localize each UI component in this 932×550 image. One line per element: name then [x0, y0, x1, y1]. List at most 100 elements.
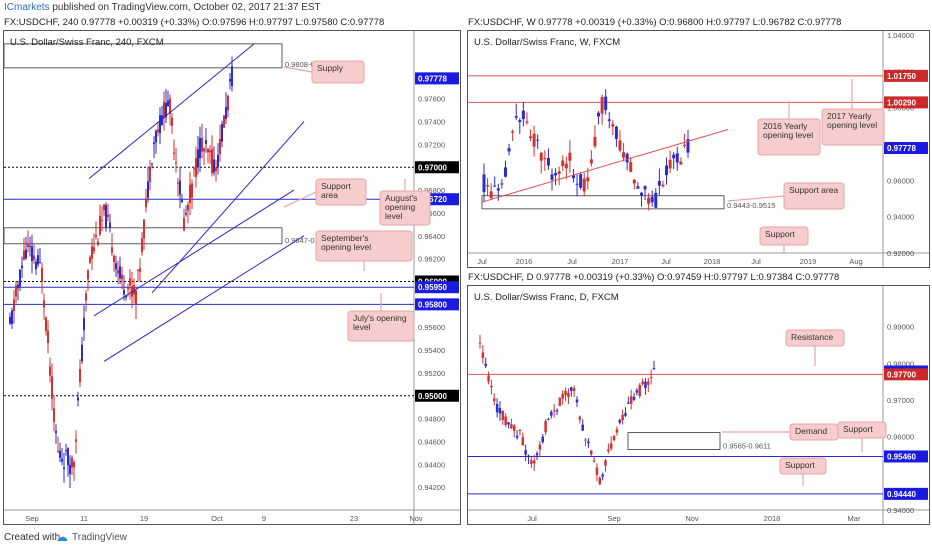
- x-tick-label: 23: [350, 514, 358, 523]
- candle-body: [199, 138, 201, 158]
- candle-body: [530, 460, 533, 464]
- candle-body: [113, 255, 115, 263]
- candle-body: [23, 250, 25, 260]
- candle-body: [185, 213, 187, 215]
- candle-body: [21, 265, 23, 269]
- candle-body: [119, 266, 121, 279]
- candle-body: [189, 184, 191, 204]
- candle-body: [141, 238, 143, 253]
- candle-body: [41, 267, 43, 282]
- x-tick-label: Nov: [685, 514, 699, 523]
- candle-body: [629, 162, 633, 172]
- candle-body: [155, 130, 157, 143]
- daily-chart: 0.99000 0.98000 0.97000 0.96000 0.94000 Jul Se…: [468, 286, 929, 524]
- candle-body: [223, 115, 225, 128]
- candle-body: [51, 376, 53, 399]
- candle-body: [564, 163, 568, 169]
- y-tick-label: 0.97200: [418, 140, 445, 149]
- candle-body: [507, 422, 510, 425]
- price-tag: [884, 142, 928, 155]
- price-tag-label: 0.95950: [418, 283, 447, 292]
- candle-body: [93, 247, 95, 252]
- candle-body: [561, 160, 565, 167]
- candle-body: [25, 249, 27, 259]
- trend-line: [88, 43, 255, 180]
- x-tick-label: 9: [262, 514, 266, 523]
- candle-body: [183, 218, 185, 231]
- candle-body: [229, 79, 231, 82]
- candle-body: [570, 387, 573, 391]
- candle-body: [647, 197, 651, 204]
- candle-body: [632, 179, 636, 184]
- candle-body: [163, 101, 165, 118]
- brand-link[interactable]: ICmarkets: [4, 2, 50, 13]
- note-pointer: [283, 191, 317, 208]
- note-pointer: [283, 66, 313, 73]
- candle-body: [227, 95, 229, 111]
- price-tag-label: 0.97778: [418, 74, 447, 83]
- tradingview-logo-icon[interactable]: ☁: [56, 530, 68, 544]
- candle-body: [539, 152, 543, 161]
- candle-body: [489, 191, 493, 199]
- h4-ohlc: FX:USDCHF, 240 0.97778 +0.00319 (+0.33%)…: [4, 17, 385, 28]
- candle-body: [9, 317, 11, 324]
- candle-body: [63, 467, 65, 470]
- candle-body: [493, 185, 497, 187]
- weekly-chart-panel[interactable]: 1.040001.020001.000000.980000.960000.940…: [467, 30, 930, 268]
- candle-body: [211, 149, 213, 174]
- candle-body: [219, 138, 221, 155]
- note-text: opening level: [827, 120, 877, 130]
- note-text: level: [385, 211, 403, 221]
- zone-label: 0.9565-0.9611: [723, 442, 771, 451]
- tradingview-logo-text[interactable]: TradingView: [72, 532, 128, 543]
- price-tag-label: 0.97000: [418, 163, 447, 172]
- candle-body: [555, 410, 559, 412]
- h4-chart-panel[interactable]: 0.97600 0.97400 0.97200 0.96800 0.96600 0.964…: [3, 30, 461, 525]
- candle-body: [19, 269, 21, 287]
- daily-chart-panel[interactable]: 0.99000 0.98000 0.97000 0.96000 0.94000 Jul Se…: [467, 285, 930, 525]
- candle-body: [67, 448, 69, 466]
- candle-body: [149, 166, 151, 182]
- y-tick-label: 0.94800: [418, 415, 445, 424]
- y-tick-label: 0.96800: [418, 186, 445, 195]
- candle-body: [650, 196, 654, 203]
- candle-body: [129, 278, 131, 286]
- note-pointer: [727, 195, 785, 202]
- publish-bar: ICmarkets published on TradingView.com, …: [0, 0, 932, 16]
- y-tick-label: 0.97000: [887, 396, 914, 405]
- candle-body: [99, 215, 101, 235]
- price-tag: [884, 450, 928, 463]
- price-tag-label: 1.00290: [887, 98, 916, 107]
- candle-body: [15, 285, 17, 297]
- price-tag-label: 0.97778: [887, 144, 916, 153]
- candle-body: [632, 396, 636, 400]
- candle-body: [145, 198, 147, 208]
- candle-body: [105, 205, 107, 228]
- candle-body: [179, 180, 181, 195]
- candle-body: [85, 293, 87, 301]
- candle-body: [529, 136, 533, 139]
- candle-body: [193, 168, 195, 170]
- candle-body: [521, 437, 525, 446]
- x-tick-label: 2016: [516, 257, 533, 266]
- candle-body: [197, 149, 199, 168]
- candle-body: [593, 137, 597, 147]
- x-tick-label: 2019: [800, 257, 817, 266]
- candle-body: [65, 450, 67, 452]
- candle-body: [500, 183, 504, 185]
- candle-body: [147, 181, 149, 198]
- candle-body: [181, 199, 183, 202]
- candle-body: [91, 246, 93, 259]
- y-tick-label: 0.96600: [418, 209, 445, 218]
- y-tick-label: 0.92000: [887, 249, 914, 258]
- candle-body: [564, 390, 567, 396]
- y-tick-label: 0.99000: [887, 323, 914, 332]
- candle-body: [97, 241, 99, 246]
- y-tick-label: 0.94000: [887, 506, 914, 515]
- y-tick-label: 0.94400: [418, 460, 445, 469]
- candle-body: [567, 392, 570, 397]
- candle-body: [524, 450, 527, 455]
- candle-body: [546, 157, 550, 166]
- x-tick-label: Oct: [211, 514, 224, 523]
